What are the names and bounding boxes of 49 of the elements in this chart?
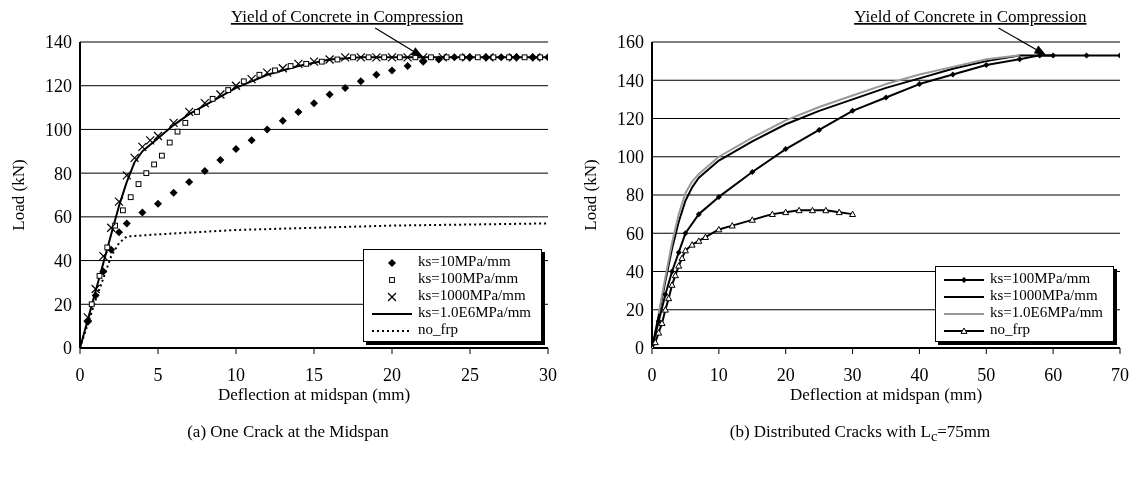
x-tick-label: 20 [776,364,795,385]
y-tick-label: 100 [45,119,72,140]
legend-label: ks=100MPa/mm [417,270,519,286]
x-tick-label: 15 [305,364,323,385]
y-tick-label: 20 [626,300,644,321]
x-tick-label: 5 [153,364,163,385]
x-tick-label: 70 [1111,364,1129,385]
text: (b) Distributed Cracks with L$_{c}$=75mm [729,422,991,445]
y-tick-label: 100 [617,147,644,168]
y-tick-label: 40 [626,261,644,282]
x-tick-label: 25 [461,364,479,385]
y-tick-label: 120 [45,76,72,97]
x-tick-label: 10 [709,364,728,385]
x-tick-label: 0 [75,364,85,385]
y-tick-label: 80 [54,163,72,184]
y-tick-label: 160 [617,32,644,53]
x-tick-label: 20 [383,364,401,385]
x-tick-label: 30 [843,364,862,385]
x-tick-label: 60 [1044,364,1063,385]
y-tick-label: 140 [45,32,72,53]
y-tick-label: 120 [617,108,644,129]
y-tick-label: 40 [54,250,72,271]
x-tick-label: 0 [647,364,657,385]
annotation: Yield of Concrete in Compression [230,7,464,26]
y-axis-title: Load (kN) [581,159,601,231]
legend-label: ks=1.0E6MPa/mm [989,304,1103,320]
y-tick-label: 0 [635,338,644,359]
y-axis-title: Load (kN) [9,159,29,231]
x-axis-title: Deflection at midspan (mm) [789,385,983,404]
x-tick-label: 30 [539,364,557,385]
annotation: Yield of Concrete in Compression [854,7,1087,26]
legend-label: ks=1000MPa/mm [417,287,526,303]
legend-label: ks=10MPa/mm [417,253,511,269]
y-tick-label: 20 [54,294,72,315]
y-tick-label: 0 [63,338,72,359]
legend-label: ks=100MPa/mm [989,270,1091,286]
legend-label: ks=1.0E6MPa/mm [417,304,531,320]
legend-label: no_frp [989,321,1030,337]
legend-label: ks=1000MPa/mm [989,287,1098,303]
x-tick-label: 10 [227,364,245,385]
x-tick-label: 50 [977,364,996,385]
y-tick-label: 60 [626,223,644,244]
y-tick-label: 60 [54,207,72,228]
legend-label: no_frp [417,321,458,337]
text: (a) One Crack at the Midspan [187,422,389,441]
y-tick-label: 140 [617,70,644,91]
x-tick-label: 40 [910,364,929,385]
y-tick-label: 80 [626,185,644,206]
x-axis-title: Deflection at midspan (mm) [217,385,411,404]
